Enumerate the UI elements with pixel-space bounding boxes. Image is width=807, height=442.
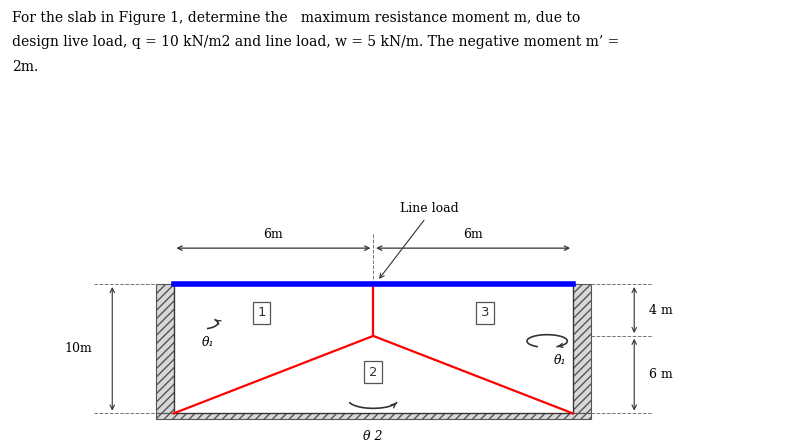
- Text: θ₁: θ₁: [202, 335, 214, 349]
- Bar: [156, 284, 174, 413]
- Bar: [573, 284, 591, 413]
- Text: 2: 2: [369, 366, 378, 379]
- Text: 1: 1: [257, 306, 266, 319]
- Text: 2m.: 2m.: [12, 60, 39, 74]
- Text: 6m: 6m: [463, 228, 483, 240]
- Text: 3: 3: [481, 306, 489, 319]
- Text: θ 2: θ 2: [363, 430, 383, 442]
- Bar: [156, 413, 591, 419]
- Text: 6m: 6m: [264, 228, 283, 240]
- Text: 6 m: 6 m: [649, 368, 672, 381]
- Text: 4 m: 4 m: [649, 304, 672, 316]
- Text: 10m: 10m: [65, 342, 92, 355]
- Text: θ₁: θ₁: [554, 354, 566, 367]
- Text: design live load, q = 10 kN/m2 and line load, w = 5 kN/m. The negative moment m’: design live load, q = 10 kN/m2 and line …: [12, 35, 619, 50]
- Text: For the slab in Figure 1, determine the   maximum resistance moment m, due to: For the slab in Figure 1, determine the …: [12, 11, 580, 25]
- Text: Line load: Line load: [400, 202, 459, 215]
